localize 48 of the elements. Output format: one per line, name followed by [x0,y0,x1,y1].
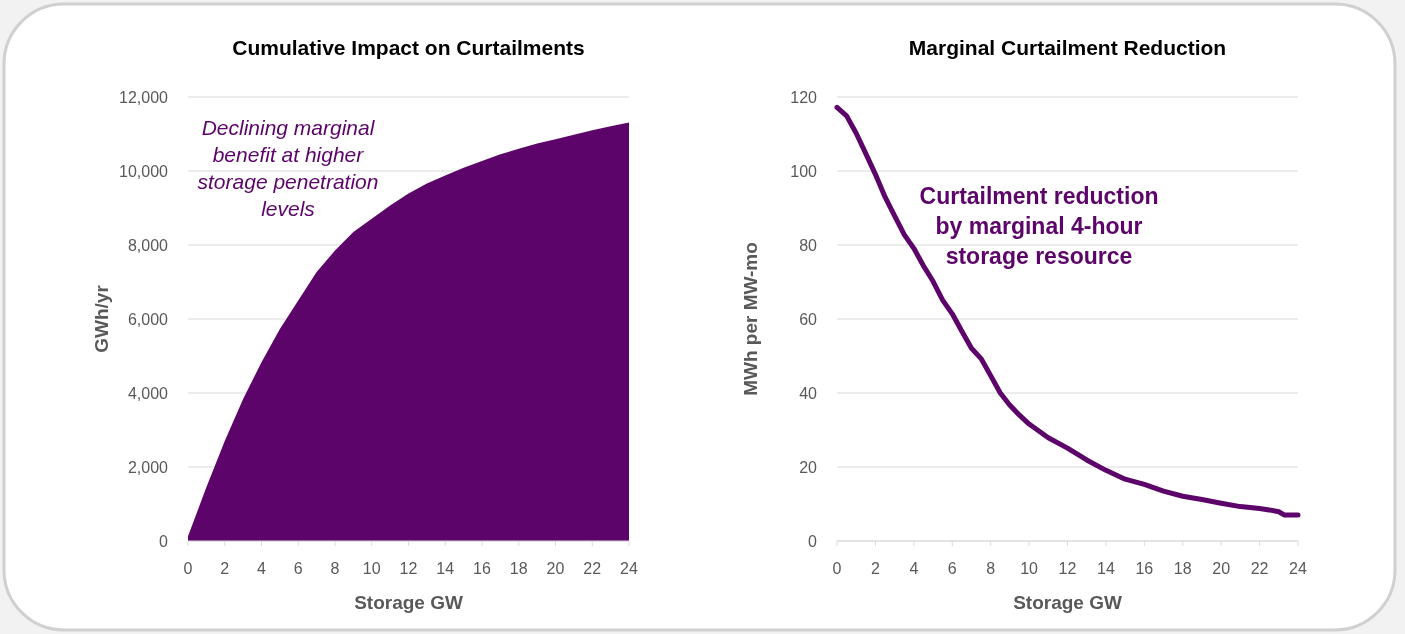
y-axis-title: MWh per MW-mo [740,242,761,396]
x-tick-label: 6 [293,560,303,577]
y-tick-label: 80 [799,237,818,254]
x-tick-label: 6 [947,560,957,577]
x-tick-label: 22 [1250,560,1269,577]
y-tick-label: 0 [159,533,169,550]
chart-title: Cumulative Impact on Curtailments [232,36,585,59]
y-tick-label: 6,000 [127,311,169,328]
x-tick-label: 10 [1020,560,1039,577]
x-tick-label: 0 [183,560,193,577]
x-tick-label: 16 [473,560,491,577]
x-tick-label: 2 [870,560,880,577]
annotation: Declining marginal benefit at higher storage penetration levels [197,116,379,220]
y-tick-label: 100 [790,163,818,180]
y-tick-label: 0 [808,533,818,550]
y-tick-label: 12,000 [119,89,169,106]
x-tick-label: 22 [583,560,602,577]
y-tick-label: 4,000 [127,385,169,402]
x-tick-label: 2 [220,560,230,577]
chart-title: Marginal Curtailment Reduction [908,36,1227,59]
x-tick-label: 20 [546,560,565,577]
y-tick-label: 60 [799,311,818,328]
x-axis-title: Storage GW [1013,592,1122,613]
x-tick-label: 24 [1289,560,1307,577]
x-tick-label: 14 [436,560,455,577]
x-tick-label: 8 [330,560,340,577]
y-tick-label: 20 [799,459,818,476]
x-tick-label: 12 [1058,560,1077,577]
x-axis-title: Storage GW [354,592,463,613]
x-tick-label: 8 [986,560,996,577]
y-tick-label: 2,000 [127,459,169,476]
x-tick-label: 12 [399,560,418,577]
y-tick-label: 40 [799,385,818,402]
y-tick-label: 120 [790,89,818,106]
x-tick-label: 16 [1135,560,1154,577]
x-tick-label: 4 [909,560,919,577]
x-tick-label: 20 [1212,560,1231,577]
y-axis-title: GWh/yr [91,284,112,353]
annotation: Curtailment reduction by marginal 4-hour storage resource [919,183,1159,269]
x-tick-label: 14 [1097,560,1115,577]
x-tick-label: 0 [832,560,842,577]
x-tick-label: 4 [257,560,267,577]
x-tick-label: 18 [1173,560,1192,577]
x-tick-label: 10 [362,560,381,577]
y-tick-label: 10,000 [119,163,169,180]
x-tick-label: 18 [509,560,528,577]
x-tick-label: 24 [620,560,638,577]
y-tick-label: 8,000 [127,237,169,254]
